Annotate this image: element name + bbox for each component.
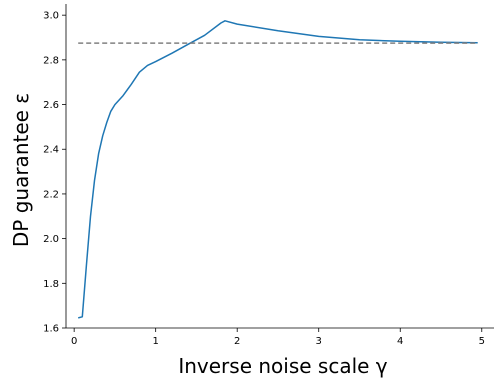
x-tick-label: 5 [479,336,485,347]
y-tick-label: 3.0 [43,11,59,22]
x-tick-label: 4 [397,336,403,347]
y-axis: 1.6 1.8 2.0 2.2 2.4 2.6 2.8 3.0 [43,4,67,335]
y-tick-label: 2.8 [43,55,59,66]
x-tick-label: 1 [152,336,158,347]
x-tick-label: 2 [234,336,240,347]
x-tick-label: 3 [316,336,322,347]
x-axis: 0 1 2 3 4 5 [66,327,494,347]
y-tick-label: 2.0 [43,234,59,245]
x-tick-label: 0 [71,336,77,347]
y-tick-label: 2.2 [43,189,59,200]
plot-area [78,20,478,319]
y-tick-label: 2.4 [43,145,59,156]
y-tick-label: 1.8 [43,279,59,290]
y-tick-label: 2.6 [43,100,59,111]
y-tick-label: 1.6 [43,324,59,335]
series-line-1 [78,20,478,319]
y-axis-label: DP guarantee ε [9,93,33,247]
x-axis-label: Inverse noise scale γ [178,354,387,378]
